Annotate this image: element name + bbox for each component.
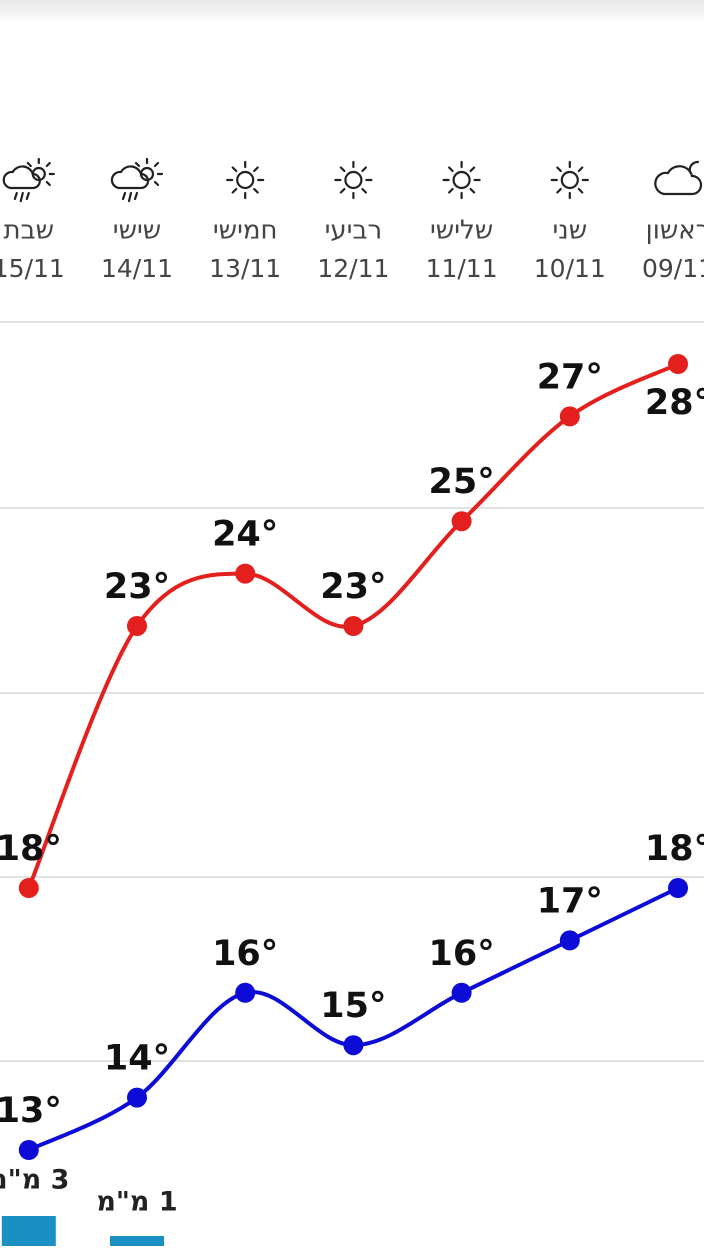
temperature-label: 23° — [320, 567, 386, 607]
date: 10/11 — [534, 254, 606, 283]
day-name: שבת — [4, 216, 55, 246]
weather-icon — [654, 160, 703, 196]
day-name: חמישי — [213, 216, 278, 246]
temperature-point — [235, 563, 256, 584]
weather-icon — [2, 157, 55, 203]
temperature-point — [127, 1087, 147, 1108]
top-shadow — [0, 0, 704, 24]
day-name: שני — [552, 216, 587, 246]
temperature-label: 16° — [212, 934, 278, 974]
temperature-label: 25° — [428, 462, 494, 502]
temperature-label: 16° — [428, 934, 494, 974]
weather-icon — [550, 160, 589, 200]
temperature-point — [559, 930, 580, 951]
temperature-label: 18° — [645, 829, 704, 869]
day-name: שישי — [113, 216, 161, 246]
date: 13/11 — [209, 254, 281, 283]
temperature-label: 14° — [104, 1039, 170, 1079]
temperature-label: 27° — [537, 357, 603, 397]
date: 12/11 — [317, 254, 389, 283]
weather-icon — [334, 160, 373, 200]
temperature-point — [668, 354, 688, 374]
temperature-point — [18, 1140, 39, 1160]
precipitation-bar — [1, 1216, 56, 1246]
day-name: שלישי — [430, 216, 493, 246]
date: 09/11 — [642, 254, 704, 283]
temperature-label: 13° — [0, 1091, 62, 1131]
temperature-label: 17° — [537, 881, 603, 921]
date: 15/11 — [0, 254, 65, 283]
precipitation-label: 3 מ"מ — [0, 1165, 69, 1196]
temperature-point — [668, 878, 688, 898]
temperature-label: 23° — [104, 567, 170, 607]
grid — [0, 321, 704, 1062]
day-name: רביעי — [325, 216, 383, 246]
temperature-label: 24° — [212, 515, 278, 555]
day-name: ראשון — [646, 216, 704, 246]
precipitation-bar — [110, 1236, 164, 1246]
weather-icon — [442, 160, 481, 200]
temperature-label: 15° — [320, 986, 386, 1026]
temperature-label: 28° — [645, 383, 704, 423]
precipitation-label: 1 מ"מ — [96, 1187, 177, 1218]
weather-icon — [110, 157, 164, 203]
temperature-point — [343, 1035, 364, 1056]
temperature-point — [235, 982, 256, 1003]
date: 11/11 — [426, 254, 498, 283]
temperature-point — [451, 511, 472, 532]
temperature-point — [127, 616, 147, 636]
temperature-point — [559, 406, 580, 427]
date: 14/11 — [101, 254, 173, 283]
temperature-point — [451, 982, 472, 1003]
temperature-point — [18, 878, 39, 898]
weather-icon — [226, 160, 265, 200]
temperature-point — [343, 616, 364, 636]
temperature-label: 18° — [0, 829, 62, 869]
